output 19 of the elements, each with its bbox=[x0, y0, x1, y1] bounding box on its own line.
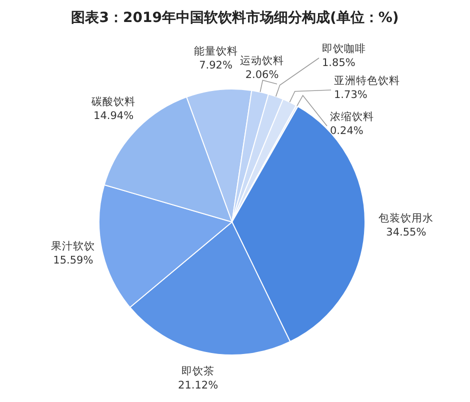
slice-label: 浓缩饮料 bbox=[330, 110, 374, 123]
slice-label: 果汁软饮 bbox=[51, 239, 96, 252]
data-label: 7.92% bbox=[199, 60, 232, 72]
slice-label: 运动饮料 bbox=[240, 54, 284, 67]
data-label: 0.24% bbox=[330, 125, 364, 137]
slice-label: 即饮茶 bbox=[182, 364, 215, 378]
slice-label: 包装饮用水 bbox=[378, 211, 434, 224]
data-label: 2.06% bbox=[245, 69, 279, 81]
data-label: 1.73% bbox=[334, 89, 368, 101]
chart-title: 图表3：2019年中国软饮料市场细分构成(单位：%) bbox=[71, 9, 399, 26]
data-label: 21.12% bbox=[178, 380, 218, 392]
slice-label: 亚洲特色饮料 bbox=[334, 74, 400, 87]
slice-label: 能量饮料 bbox=[194, 44, 238, 58]
data-label: 15.59% bbox=[53, 254, 94, 266]
data-label: 34.55% bbox=[386, 226, 426, 238]
slice-label: 即饮咖啡 bbox=[322, 42, 366, 55]
data-label: 14.94% bbox=[94, 110, 134, 122]
data-label: 1.85% bbox=[322, 57, 356, 69]
slice-label: 碳酸饮料 bbox=[90, 95, 136, 108]
